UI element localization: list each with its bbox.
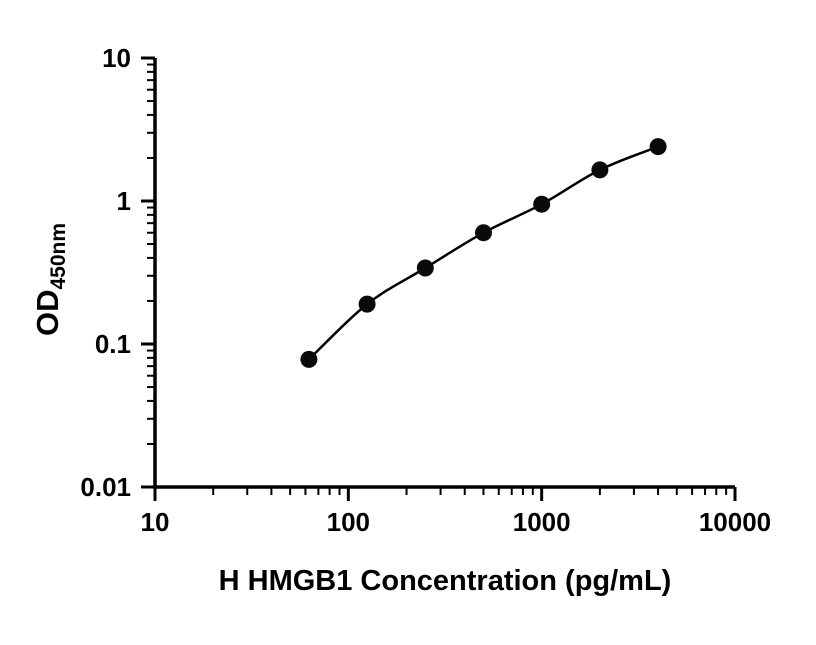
y-tick-label: 0.1: [95, 329, 131, 359]
y-tick-label: 10: [102, 43, 131, 73]
y-axis-title-main: OD: [30, 290, 65, 337]
data-point: [416, 259, 434, 277]
data-point: [533, 195, 551, 213]
tick-labels: 10 100 1000 10000 0.01 0.1 1 10: [80, 43, 771, 537]
fit-curve-line: [308, 145, 659, 361]
major-ticks: [141, 56, 737, 501]
minor-ticks: [147, 63, 728, 495]
data-point: [649, 138, 667, 156]
y-tick-label: 0.01: [80, 472, 131, 502]
data-points: [300, 138, 667, 368]
x-tick-label: 1000: [513, 507, 571, 537]
y-axis-title-subscript: 450nm: [47, 223, 70, 290]
x-tick-label: 10: [141, 507, 170, 537]
data-point: [591, 161, 609, 179]
x-tick-label: 10000: [699, 507, 771, 537]
y-tick-label: 1: [117, 186, 131, 216]
x-tick-label: 100: [327, 507, 370, 537]
y-axis-title: OD450nm: [30, 223, 70, 336]
data-point: [358, 295, 376, 313]
x-axis-title: H HMGB1 Concentration (pg/mL): [219, 565, 672, 597]
data-point: [300, 350, 318, 368]
data-point: [475, 224, 492, 242]
